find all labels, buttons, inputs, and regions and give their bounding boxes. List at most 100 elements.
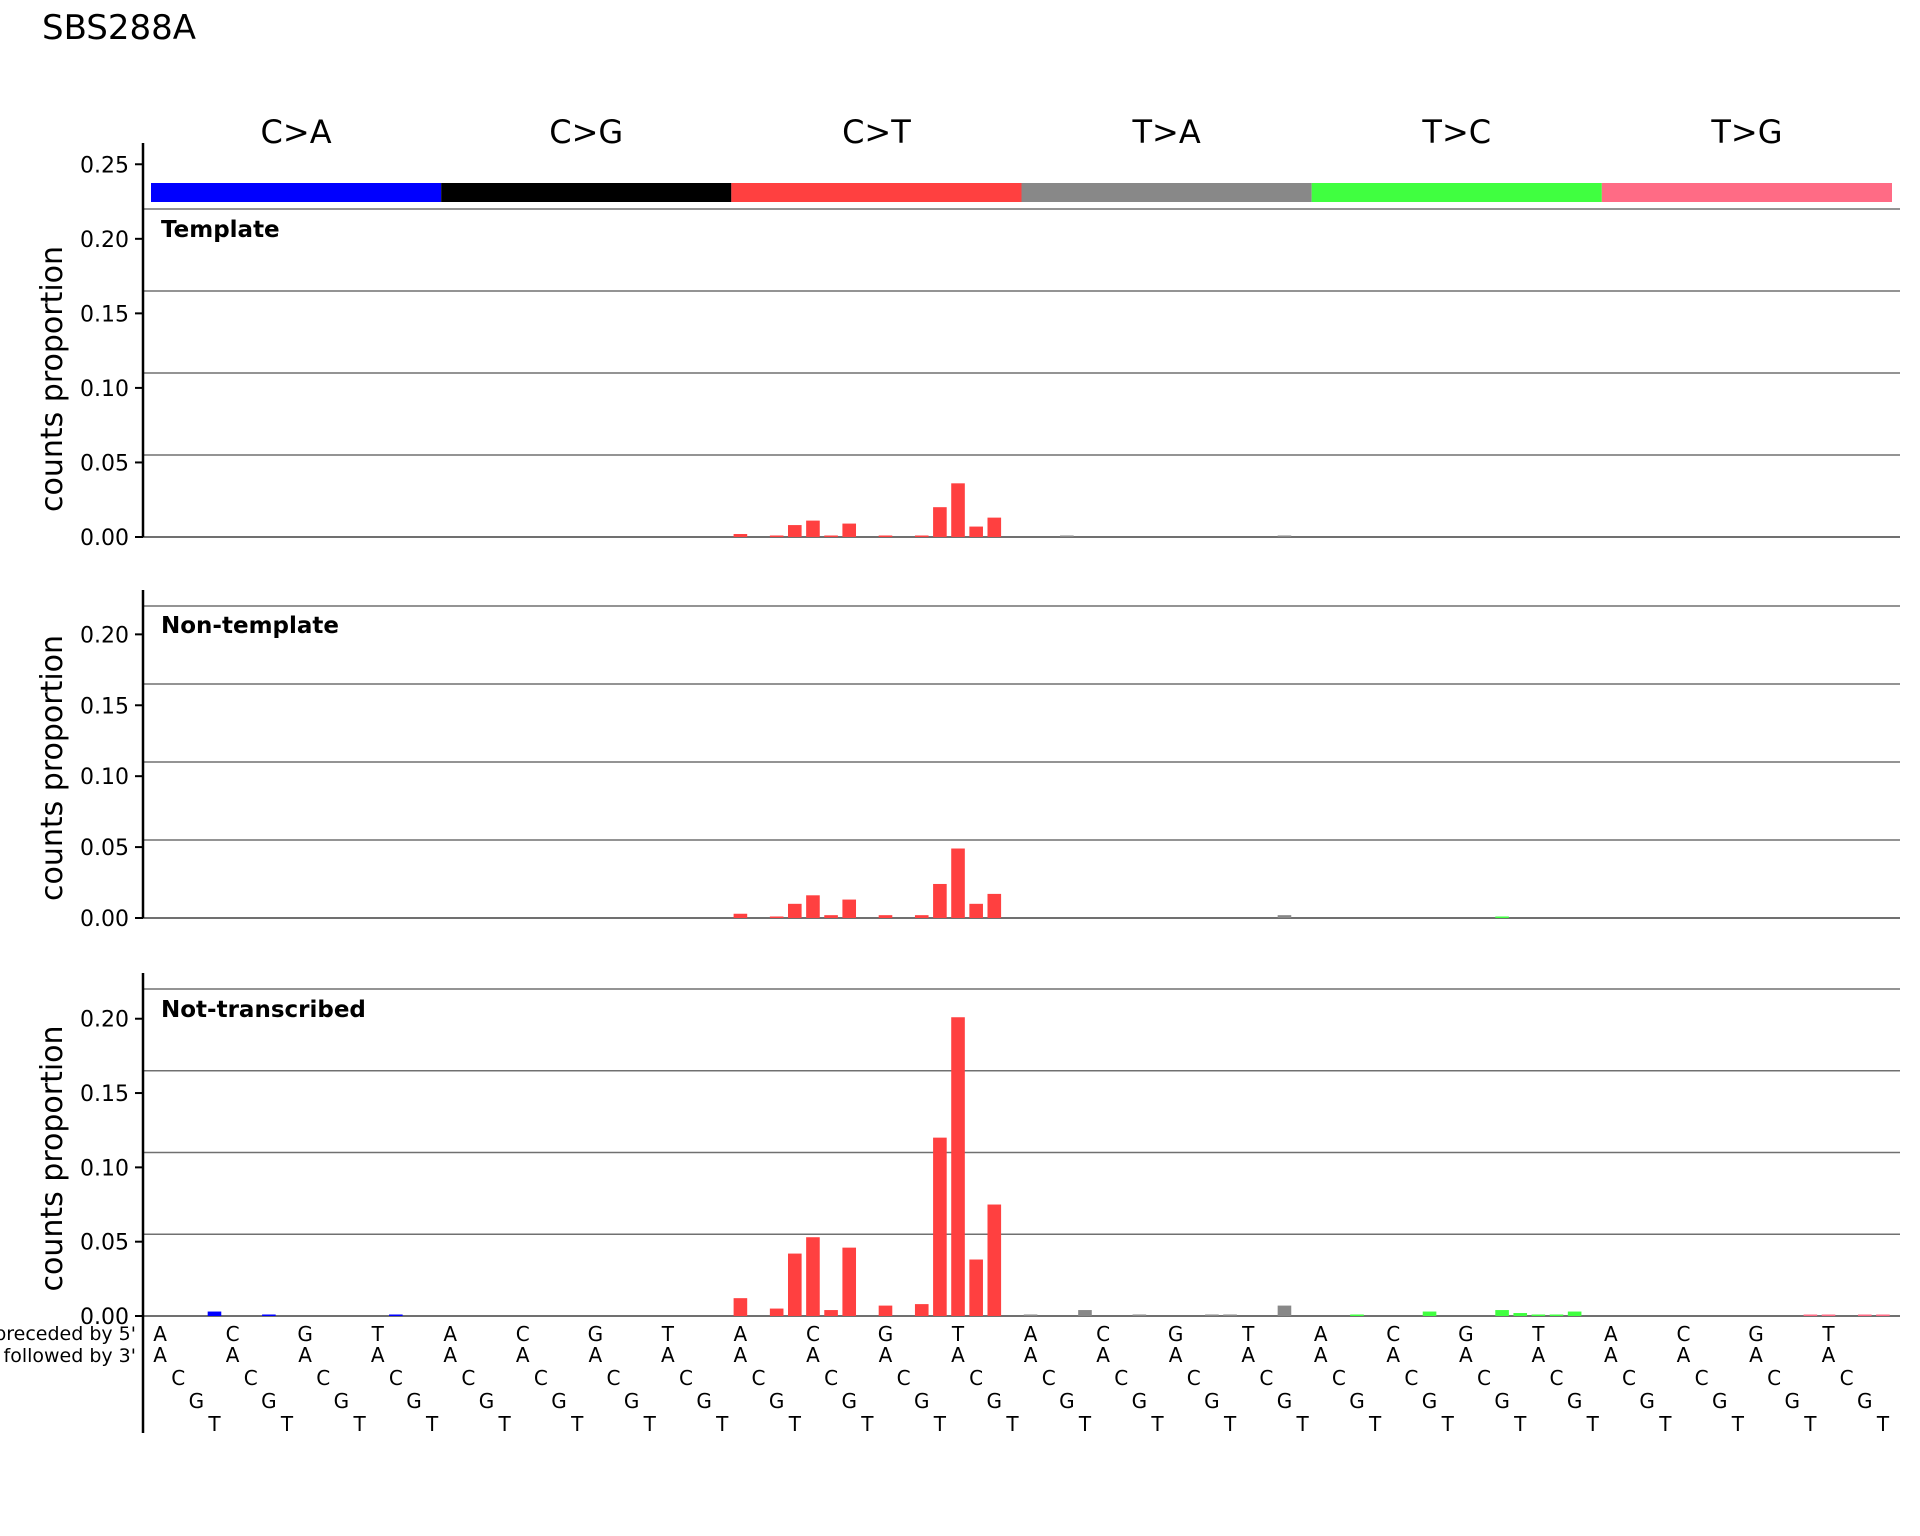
context-followed-base: T bbox=[933, 1412, 947, 1436]
context-preceded-base: T bbox=[661, 1322, 675, 1346]
bar bbox=[1060, 535, 1074, 537]
bar bbox=[1277, 1305, 1292, 1316]
context-followed-base: A bbox=[1532, 1343, 1546, 1367]
context-followed-base: A bbox=[1314, 1343, 1328, 1367]
context-followed-base: C bbox=[316, 1366, 330, 1390]
bar bbox=[933, 883, 947, 918]
bar bbox=[1549, 1314, 1564, 1316]
context-followed-base: C bbox=[1114, 1366, 1128, 1390]
mutation-type-label: T>C bbox=[1421, 113, 1491, 151]
context-followed-base: C bbox=[1259, 1366, 1273, 1390]
context-followed-base: A bbox=[588, 1343, 602, 1367]
bar bbox=[806, 520, 820, 537]
context-followed-base: G bbox=[334, 1389, 350, 1413]
context-preceded-base: T bbox=[1241, 1322, 1255, 1346]
bar bbox=[933, 507, 947, 537]
context-followed-base: C bbox=[824, 1366, 838, 1390]
bar bbox=[1495, 1310, 1509, 1316]
bar bbox=[1531, 1314, 1546, 1316]
context-followed-base: T bbox=[1731, 1412, 1745, 1436]
mutation-type-label: T>A bbox=[1131, 113, 1200, 151]
context-followed-base: G bbox=[987, 1389, 1003, 1413]
bar bbox=[1495, 916, 1509, 918]
context-followed-base: G bbox=[1857, 1389, 1873, 1413]
bar bbox=[806, 1237, 820, 1316]
bar bbox=[1857, 1314, 1872, 1316]
context-followed-base: C bbox=[244, 1366, 258, 1390]
y-tick-label: 0.05 bbox=[80, 1231, 129, 1256]
context-preceded-base: G bbox=[588, 1322, 604, 1346]
context-followed-base: T bbox=[1876, 1412, 1890, 1436]
context-followed-base: A bbox=[516, 1343, 530, 1367]
context-followed-base: C bbox=[1187, 1366, 1201, 1390]
context-followed-base: A bbox=[226, 1343, 240, 1367]
y-axis-label: counts proportion bbox=[35, 246, 70, 512]
context-followed-base: G bbox=[1494, 1389, 1510, 1413]
panel-title: Template bbox=[161, 217, 280, 243]
bar bbox=[842, 1247, 857, 1316]
bar bbox=[914, 1304, 929, 1316]
bar bbox=[824, 1310, 838, 1316]
y-axis-label: counts proportion bbox=[35, 635, 70, 901]
bar bbox=[1132, 1314, 1147, 1316]
chart-title: SBS288A bbox=[42, 8, 197, 48]
context-followed-base: T bbox=[1368, 1412, 1382, 1436]
context-followed-base: G bbox=[1422, 1389, 1438, 1413]
context-followed-base: C bbox=[1622, 1366, 1636, 1390]
bar bbox=[1876, 1314, 1890, 1316]
context-followed-base: T bbox=[1150, 1412, 1164, 1436]
panel: 0.00 0.05 0.10 0.15 0.20 counts proportion Non… bbox=[35, 590, 1900, 932]
bar bbox=[1223, 1314, 1237, 1316]
context-preceded-base: A bbox=[1024, 1322, 1038, 1346]
context-followed-base: G bbox=[1277, 1389, 1293, 1413]
bar bbox=[1078, 1310, 1092, 1316]
context-followed-base: G bbox=[769, 1389, 785, 1413]
context-followed-base: T bbox=[425, 1412, 439, 1436]
context-followed-base: A bbox=[1386, 1343, 1400, 1367]
context-followed-base: T bbox=[280, 1412, 294, 1436]
context-followed-base: A bbox=[1822, 1343, 1836, 1367]
bar bbox=[262, 1314, 276, 1316]
context-followed-base: T bbox=[1441, 1412, 1455, 1436]
context-preceded-label: preceded by 5' bbox=[0, 1323, 136, 1345]
context-followed-base: G bbox=[261, 1389, 277, 1413]
context-followed-base: A bbox=[1241, 1343, 1255, 1367]
context-followed-base: A bbox=[1604, 1343, 1618, 1367]
bar bbox=[1350, 1314, 1364, 1316]
bar bbox=[824, 535, 838, 537]
context-followed-base: T bbox=[643, 1412, 657, 1436]
context-followed-base: G bbox=[1349, 1389, 1365, 1413]
mutation-type-header: C>A C>G C>T T>A T>C T>G bbox=[151, 113, 1892, 202]
bar bbox=[788, 1253, 802, 1316]
bar bbox=[1821, 1314, 1836, 1316]
y-tick-label: 0.00 bbox=[80, 526, 129, 551]
context-followed-base: C bbox=[606, 1366, 620, 1390]
mutation-type-strip bbox=[151, 183, 442, 202]
mutation-type-strip bbox=[1021, 183, 1312, 202]
y-tick-label: 0.20 bbox=[80, 1008, 129, 1033]
panels: 0.00 0.05 0.10 0.15 0.20 0.25 counts proportio… bbox=[35, 143, 1900, 1433]
context-preceded-base: G bbox=[1168, 1322, 1184, 1346]
context-preceded-base: T bbox=[951, 1322, 965, 1346]
context-preceded-base: C bbox=[1096, 1322, 1110, 1346]
context-preceded-base: T bbox=[371, 1322, 385, 1346]
context-followed-base: G bbox=[841, 1389, 857, 1413]
context-followed-base: A bbox=[371, 1343, 385, 1367]
bar bbox=[951, 1017, 965, 1316]
context-followed-base: C bbox=[534, 1366, 548, 1390]
context-followed-base: T bbox=[1223, 1412, 1237, 1436]
context-followed-base: T bbox=[1513, 1412, 1527, 1436]
bar bbox=[933, 1137, 947, 1316]
bar bbox=[1513, 1313, 1528, 1316]
bar bbox=[987, 1204, 1002, 1316]
context-preceded-base: C bbox=[516, 1322, 530, 1346]
bar bbox=[1277, 535, 1292, 537]
context-preceded-base: C bbox=[806, 1322, 820, 1346]
context-followed-base: C bbox=[171, 1366, 185, 1390]
context-followed-base: A bbox=[879, 1343, 893, 1367]
bar bbox=[842, 523, 857, 537]
mutation-type-label: C>A bbox=[261, 113, 332, 151]
context-followed-base: C bbox=[1332, 1366, 1346, 1390]
bar bbox=[806, 895, 820, 918]
